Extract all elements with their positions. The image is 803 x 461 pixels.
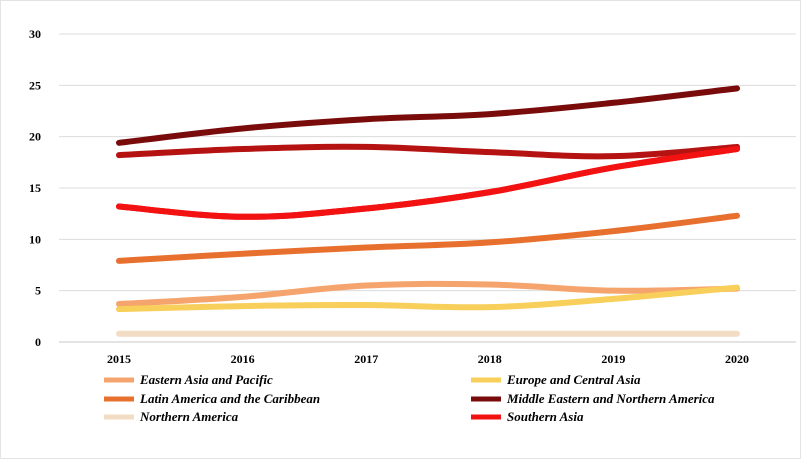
legend-label: Northern America [139,409,239,424]
series-line-0 [116,280,740,308]
y-tick-label: 5 [35,284,41,298]
series-line-2 [116,212,740,264]
grid-lines [59,33,796,343]
y-tick-label: 0 [35,335,41,349]
x-axis-ticks: 2015 2016 2017 2018 2019 2020 [107,352,749,366]
x-tick-label: 2016 [231,352,255,366]
y-axis-ticks: 0 5 10 15 20 25 30 [29,27,41,349]
x-tick-label: 2015 [107,352,131,366]
legend-label: Eastern Asia and Pacific [139,372,273,387]
series-line-1 [116,284,740,313]
x-tick-label: 2019 [601,352,625,366]
y-tick-label: 25 [29,78,41,92]
legend: Eastern Asia and Pacific Europe and Centr… [104,372,715,424]
y-tick-label: 20 [29,130,41,144]
series-line-5 [116,145,740,220]
legend-label: Latin America and the Caribbean [139,391,320,406]
series-lines [116,85,740,337]
legend-label: Europe and Central Asia [506,372,641,387]
y-tick-label: 10 [29,232,41,246]
x-tick-label: 2018 [478,352,502,366]
series-line-unlabeled-0 [116,143,740,160]
y-tick-label: 30 [29,27,41,41]
x-tick-label: 2020 [725,352,749,366]
series-line-5 [116,145,740,220]
y-tick-label: 15 [29,181,41,195]
legend-label: Middle Eastern and Northern America [506,391,715,406]
x-tick-label: 2017 [354,352,378,366]
series-line-3 [116,85,740,146]
legend-label: Southern Asia [507,409,584,424]
